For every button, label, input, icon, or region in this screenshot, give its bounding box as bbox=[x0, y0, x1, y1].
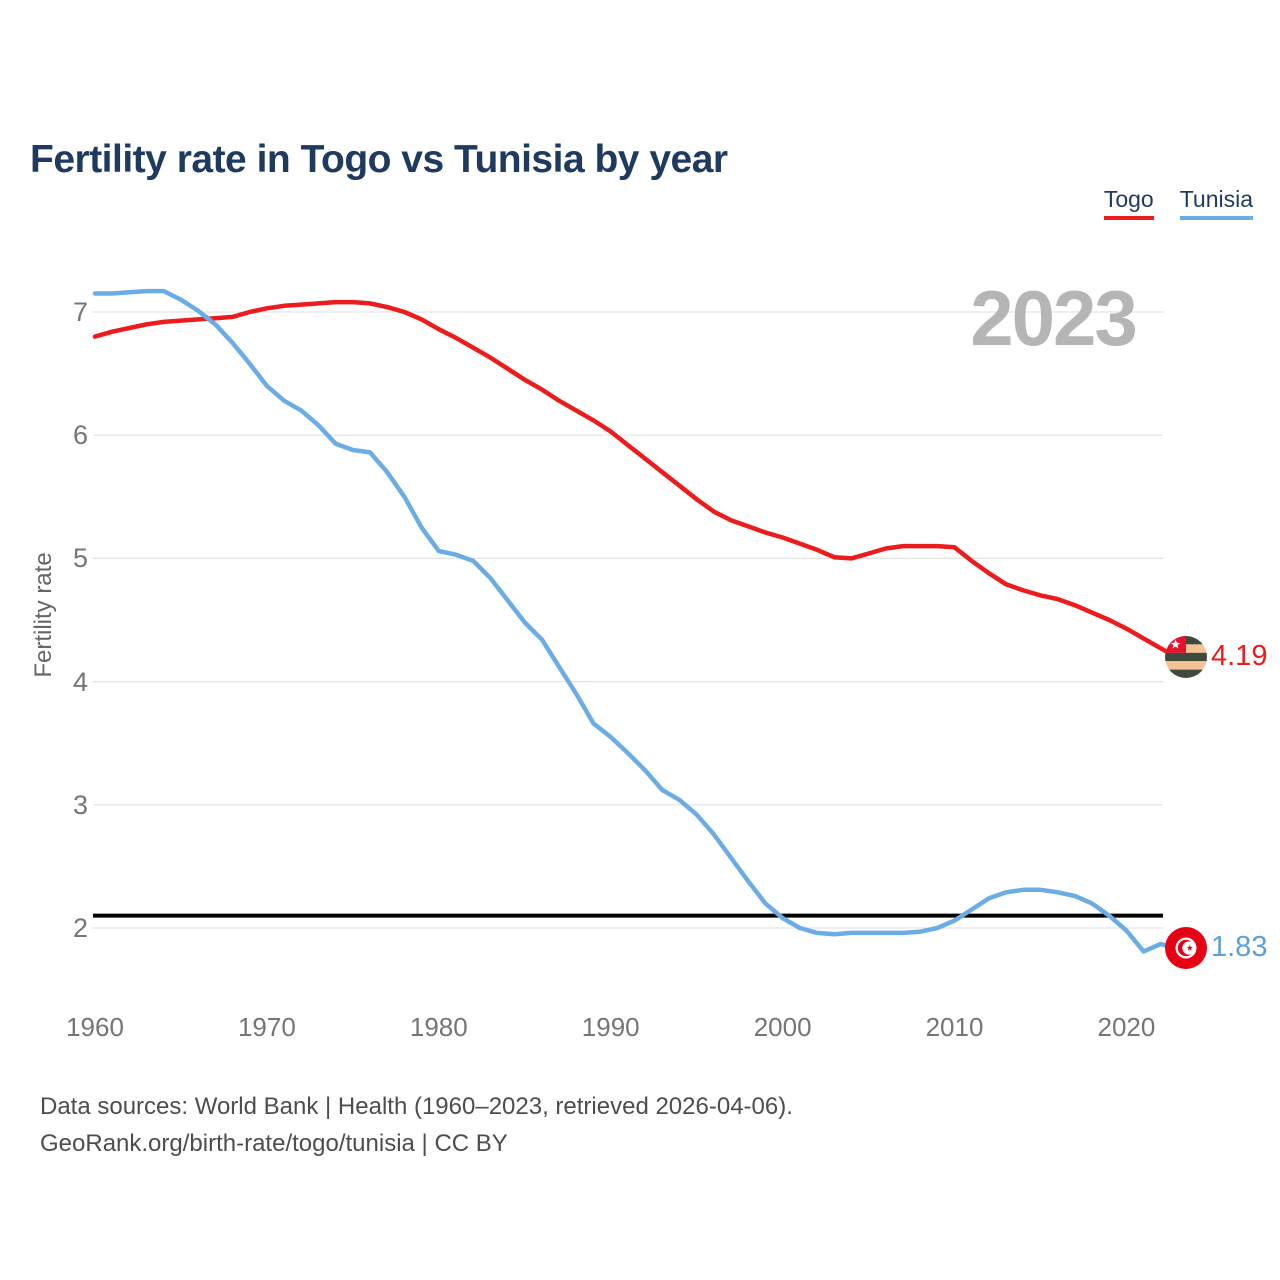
y-tick-label-2: 2 bbox=[72, 913, 88, 943]
legend-item-togo[interactable]: Togo bbox=[1103, 186, 1154, 220]
togo-flag-icon bbox=[1165, 636, 1207, 678]
y-tick-label-3: 3 bbox=[72, 789, 88, 820]
y-tick-label-4: 4 bbox=[72, 666, 88, 697]
footer: Data sources: World Bank | Health (1960–… bbox=[40, 1088, 793, 1162]
tunisia-end-value-label: 1.83 bbox=[1211, 931, 1268, 963]
tunisia-flag-icon bbox=[1165, 927, 1207, 969]
y-tick-label-5: 5 bbox=[72, 543, 88, 574]
series-lines bbox=[92, 288, 1181, 954]
x-tick-label-2020: 2020 bbox=[1097, 1012, 1156, 1042]
x-tick-label-1970: 1970 bbox=[237, 1012, 296, 1042]
gridlines bbox=[93, 311, 1163, 929]
togo-end-value-label: 4.19 bbox=[1211, 640, 1268, 672]
x-tick-label-2000: 2000 bbox=[753, 1012, 812, 1042]
togo-line[interactable] bbox=[92, 299, 1181, 661]
y-tick-label-6: 6 bbox=[72, 420, 88, 451]
watermark-year: 2023 bbox=[970, 274, 1136, 362]
x-tick-label-1960: 1960 bbox=[66, 1012, 124, 1042]
x-tick-label-1990: 1990 bbox=[581, 1012, 640, 1042]
page-title: Fertility rate in Togo vs Tunisia by yea… bbox=[30, 138, 728, 182]
x-tick-label-1980: 1980 bbox=[409, 1012, 468, 1042]
footer-sources-line: Data sources: World Bank | Health (1960–… bbox=[40, 1093, 793, 1120]
x-tick-label-2010: 2010 bbox=[925, 1012, 984, 1042]
tunisia-line[interactable] bbox=[92, 288, 1181, 954]
y-tick-label-7: 7 bbox=[72, 297, 88, 327]
legend-item-tunisia[interactable]: Tunisia bbox=[1179, 186, 1253, 220]
footer-attribution-line: GeoRank.org/birth-rate/togo/tunisia | CC… bbox=[40, 1130, 508, 1157]
legend: Togo Tunisia bbox=[1103, 186, 1253, 220]
